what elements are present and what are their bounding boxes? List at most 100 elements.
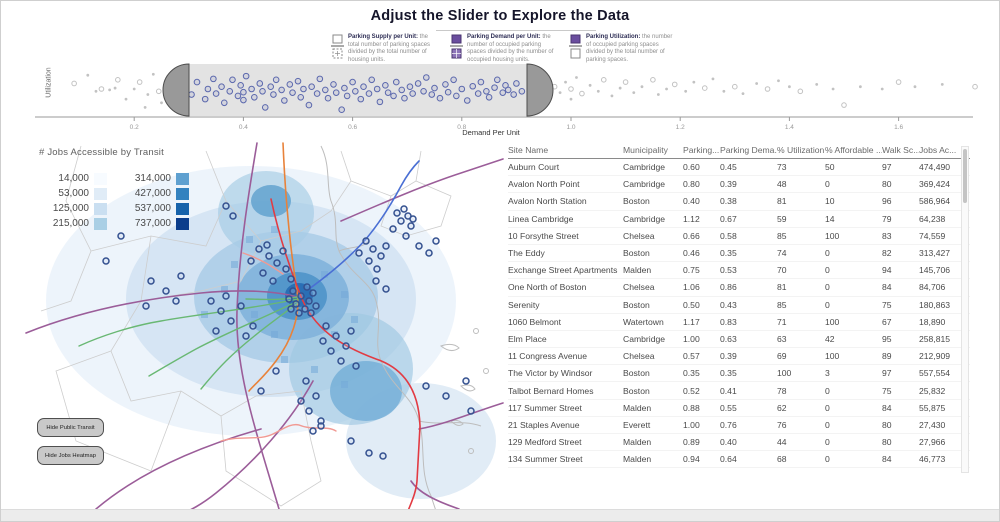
table-scrollbar[interactable] — [961, 146, 969, 473]
site-marker[interactable] — [142, 302, 150, 310]
site-marker[interactable] — [309, 427, 317, 435]
site-marker[interactable] — [287, 305, 295, 313]
site-marker[interactable] — [259, 269, 267, 277]
site-marker[interactable] — [309, 289, 317, 297]
site-marker[interactable] — [365, 449, 373, 457]
site-marker[interactable] — [379, 452, 387, 460]
site-marker[interactable] — [147, 277, 155, 285]
site-marker[interactable] — [305, 297, 313, 305]
site-marker[interactable] — [217, 307, 225, 315]
site-marker[interactable] — [462, 377, 470, 385]
site-marker[interactable] — [322, 322, 330, 330]
site-marker[interactable] — [319, 337, 327, 345]
site-marker[interactable] — [285, 295, 293, 303]
site-marker[interactable] — [305, 407, 313, 415]
table-row[interactable]: Talbot Bernard Homes Boston 0.52 0.41 78 0 75 2… — [508, 382, 970, 400]
site-marker[interactable] — [312, 392, 320, 400]
site-marker[interactable] — [317, 422, 325, 430]
site-marker[interactable] — [289, 287, 297, 295]
site-marker[interactable] — [222, 292, 230, 300]
table-row[interactable]: Exchange Street Apartments Malden 0.75 0.53… — [508, 262, 970, 280]
site-marker[interactable] — [362, 237, 370, 245]
table-row[interactable]: Linea Cambridge Cambridge 1.12 0.67 59 14 79 64… — [508, 211, 970, 228]
column-header[interactable]: % Affordable ... — [825, 145, 882, 155]
site-marker[interactable] — [442, 392, 450, 400]
table-row[interactable]: 1060 Belmont Watertown 1.17 0.83 71 100 67 18,8… — [508, 314, 970, 331]
table-row[interactable]: Auburn Court Cambridge 0.60 0.45 73 50 97 474,4… — [508, 159, 970, 177]
site-marker[interactable] — [397, 217, 405, 225]
site-marker[interactable] — [409, 215, 417, 223]
column-header[interactable]: % Utilization — [777, 145, 825, 155]
site-marker[interactable] — [229, 212, 237, 220]
site-marker[interactable] — [212, 327, 220, 335]
site-marker[interactable] — [247, 257, 255, 265]
table-row[interactable]: 21 Staples Avenue Everett 1.00 0.76 76 0 80 27,… — [508, 417, 970, 434]
site-marker[interactable] — [257, 387, 265, 395]
site-marker[interactable] — [117, 232, 125, 240]
site-marker[interactable] — [342, 342, 350, 350]
table-row[interactable]: One North of Boston Chelsea 1.06 0.86 81 0 84 8… — [508, 279, 970, 297]
site-marker[interactable] — [297, 292, 305, 300]
site-marker[interactable] — [292, 300, 300, 308]
site-marker[interactable] — [432, 237, 440, 245]
site-marker[interactable] — [373, 265, 381, 273]
site-marker[interactable] — [372, 277, 380, 285]
site-marker[interactable] — [337, 357, 345, 365]
site-marker[interactable] — [269, 277, 277, 285]
table-row[interactable]: Serenity Boston 0.50 0.43 85 0 75 180,863 — [508, 297, 970, 314]
column-header[interactable]: Parking... — [683, 145, 720, 155]
site-marker[interactable] — [393, 209, 401, 217]
table-row[interactable]: 129 Medford Street Malden 0.89 0.40 44 0 80 27,… — [508, 434, 970, 452]
column-header[interactable]: Walk Sc... — [882, 145, 919, 155]
site-marker[interactable] — [303, 283, 311, 291]
site-marker[interactable] — [273, 259, 281, 267]
site-marker[interactable] — [422, 382, 430, 390]
site-marker[interactable] — [279, 247, 287, 255]
site-marker[interactable] — [272, 367, 280, 375]
table-row[interactable]: The Victor by Windsor Boston 0.35 0.35 100 3 9… — [508, 365, 970, 383]
hide-public-transit-button[interactable]: Hide Public Transit — [37, 418, 104, 437]
site-marker[interactable] — [102, 257, 110, 265]
site-marker[interactable] — [237, 302, 245, 310]
site-marker[interactable] — [282, 265, 290, 273]
site-marker[interactable] — [287, 275, 295, 283]
site-marker[interactable] — [302, 377, 310, 385]
column-header[interactable]: Parking Dema... — [720, 145, 777, 155]
column-header[interactable]: Municipality — [623, 145, 668, 155]
site-marker[interactable] — [389, 225, 397, 233]
site-marker[interactable] — [227, 317, 235, 325]
site-marker[interactable] — [352, 362, 360, 370]
table-row[interactable]: Elm Place Cambridge 1.00 0.63 63 42 95 258,815 — [508, 331, 970, 349]
site-marker[interactable] — [162, 287, 170, 295]
table-row[interactable]: Avalon North Station Boston 0.40 0.38 81 10 96… — [508, 193, 970, 211]
site-marker[interactable] — [382, 242, 390, 250]
site-marker[interactable] — [382, 285, 390, 293]
table-row[interactable]: 117 Summer Street Malden 0.88 0.55 62 0 84 55,8… — [508, 400, 970, 417]
slider-right-handle[interactable] — [526, 63, 554, 117]
site-marker[interactable] — [425, 249, 433, 257]
site-marker[interactable] — [402, 232, 410, 240]
site-marker[interactable] — [355, 249, 363, 257]
site-marker[interactable] — [377, 252, 385, 260]
table-row[interactable]: Avalon North Point Cambridge 0.80 0.39 48 0 80… — [508, 176, 970, 194]
site-marker[interactable] — [295, 309, 303, 317]
site-marker[interactable] — [297, 397, 305, 405]
site-marker[interactable] — [369, 245, 377, 253]
hide-jobs-heatmap-button[interactable]: Hide Jobs Heatmap — [37, 446, 104, 465]
site-marker[interactable] — [222, 202, 230, 210]
slider-left-handle[interactable] — [162, 63, 190, 117]
site-marker[interactable] — [265, 252, 273, 260]
site-marker[interactable] — [177, 272, 185, 280]
column-header[interactable]: Site Name — [508, 145, 549, 155]
site-marker[interactable] — [365, 257, 373, 265]
table-row[interactable]: 10 Forsythe Street Chelsea 0.66 0.58 85 100 83… — [508, 228, 970, 245]
site-marker[interactable] — [317, 417, 325, 425]
site-marker[interactable] — [207, 297, 215, 305]
site-marker[interactable] — [301, 305, 309, 313]
table-row[interactable]: 11 Congress Avenue Chelsea 0.57 0.39 69 100 89… — [508, 348, 970, 366]
site-marker[interactable] — [312, 302, 320, 310]
table-row[interactable]: The Eddy Boston 0.46 0.35 74 0 82 313,427 — [508, 245, 970, 263]
site-marker[interactable] — [327, 347, 335, 355]
site-marker[interactable] — [347, 327, 355, 335]
site-marker[interactable] — [242, 332, 250, 340]
